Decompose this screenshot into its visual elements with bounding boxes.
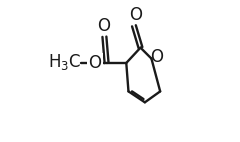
Text: O: O — [89, 54, 102, 72]
Text: H$_3$C: H$_3$C — [48, 52, 81, 72]
Text: O: O — [97, 17, 110, 35]
Text: O: O — [150, 49, 163, 66]
Text: O: O — [129, 6, 142, 24]
